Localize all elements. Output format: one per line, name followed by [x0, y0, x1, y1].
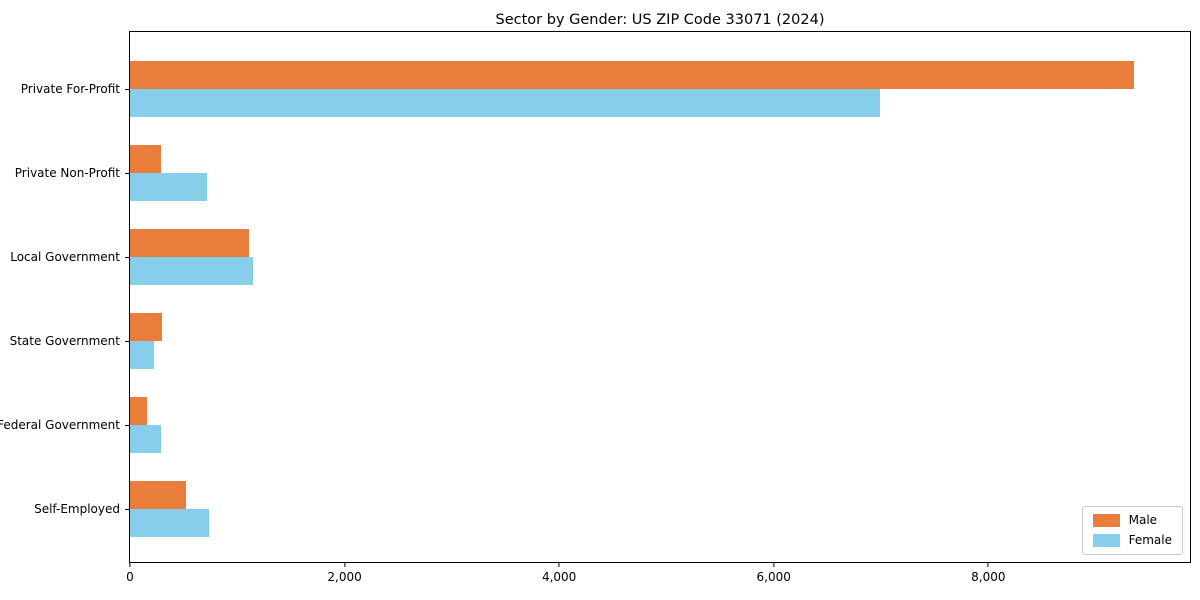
x-tick-label: 6,000: [756, 570, 791, 584]
bar-male-0: [130, 61, 1135, 89]
y-tick-label: Local Government: [10, 250, 120, 264]
bar-female-3: [130, 341, 154, 369]
legend-swatch-female: [1092, 534, 1120, 547]
chart-title: Sector by Gender: US ZIP Code 33071 (202…: [495, 12, 825, 28]
x-axis: 0 2,000 4,000 6,000 8,000: [126, 32, 1190, 584]
legend-item-male: Male: [1092, 513, 1172, 527]
bar-female-2: [130, 257, 254, 285]
bar-female-0: [130, 89, 880, 117]
y-tick-label: Private Non-Profit: [14, 166, 120, 180]
legend-label: Male: [1128, 513, 1158, 527]
x-tick-label: 2,000: [327, 570, 362, 584]
y-tick-mark: [125, 173, 130, 175]
bar-female-1: [130, 173, 208, 201]
y-tick-mark: [125, 341, 130, 343]
legend-item-female: Female: [1092, 533, 1172, 547]
x-tick-mark: [987, 562, 989, 567]
y-tick-label: State Government: [9, 334, 120, 348]
bars-layer: [130, 32, 1190, 562]
y-axis: Private For-Profit Private Non-Profit Loca…: [0, 32, 1190, 562]
x-tick-mark: [558, 562, 560, 567]
bar-male-1: [130, 145, 162, 173]
x-tick-mark: [129, 562, 131, 567]
y-tick-mark: [125, 89, 130, 91]
bar-male-2: [130, 229, 250, 257]
x-tick-label: 0: [126, 570, 134, 584]
legend-swatch-male: [1092, 514, 1120, 527]
y-tick-mark: [125, 509, 130, 511]
legend: Male Female: [1081, 506, 1183, 555]
x-tick-mark: [773, 562, 775, 567]
bar-male-4: [130, 397, 147, 425]
x-tick-mark: [343, 562, 346, 567]
bar-male-5: [130, 481, 186, 509]
y-tick-mark: [125, 257, 130, 259]
y-tick-label: Federal Government: [0, 418, 120, 432]
x-tick-label: 8,000: [971, 570, 1006, 584]
bar-female-5: [130, 509, 210, 537]
y-tick-mark: [125, 425, 130, 427]
x-tick-label: 4,000: [541, 570, 577, 584]
y-tick-label: Private For-Profit: [20, 82, 120, 96]
bar-male-3: [130, 313, 163, 341]
legend-label: Female: [1128, 533, 1172, 547]
plot-area: Private For-Profit Private Non-Profit Loca…: [0, 31, 1191, 584]
y-tick-label: Self-Employed: [34, 502, 120, 516]
bar-female-4: [130, 425, 162, 453]
